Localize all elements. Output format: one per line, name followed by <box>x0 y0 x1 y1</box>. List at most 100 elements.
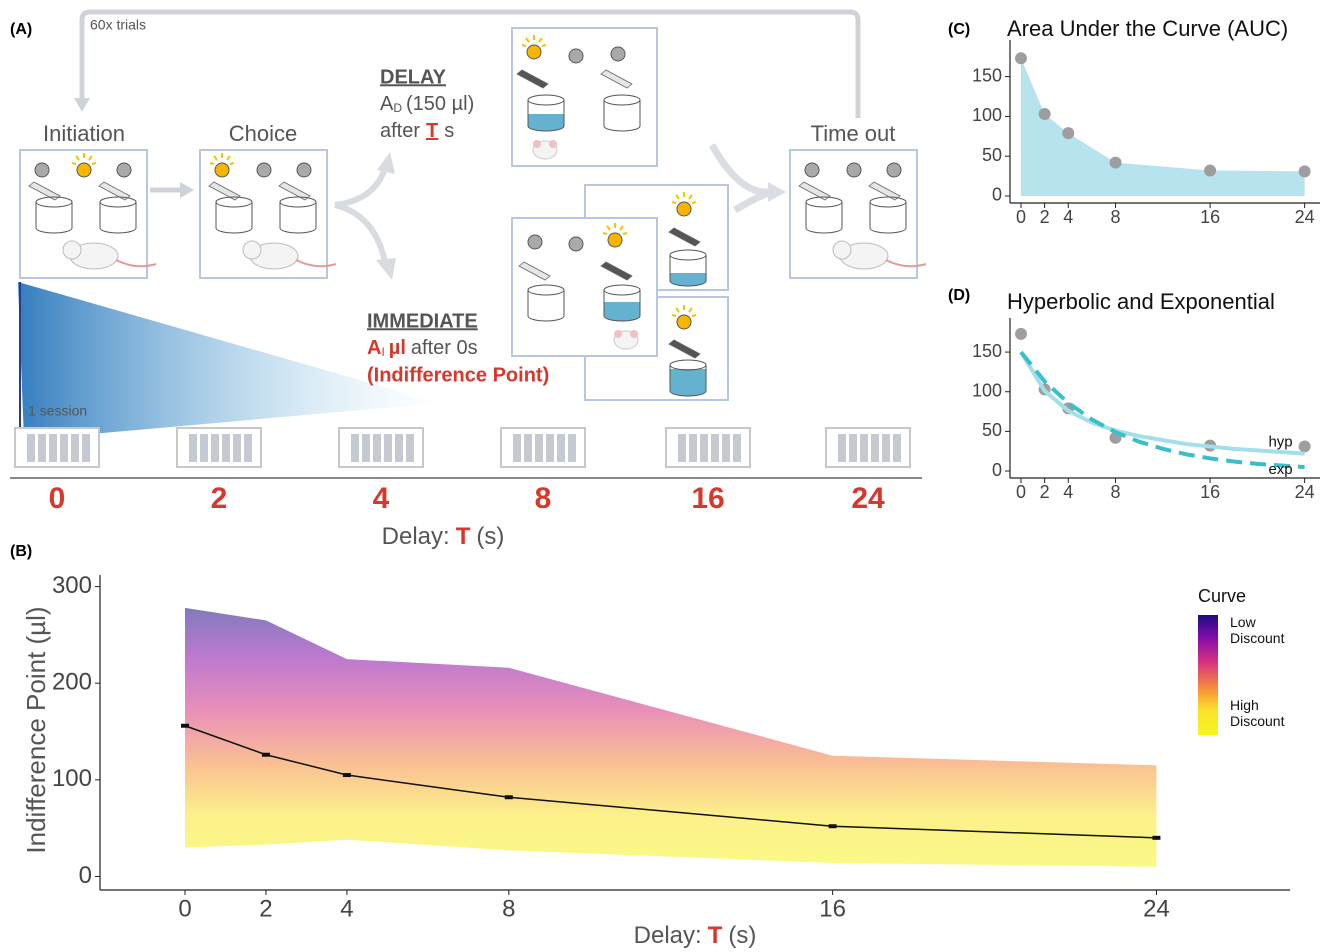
label: Choice <box>229 121 297 146</box>
rat-ear <box>630 330 638 338</box>
light <box>569 49 583 63</box>
trial-bar <box>535 434 543 462</box>
trial-bar <box>38 434 46 462</box>
light-ray <box>692 202 696 203</box>
point <box>1062 127 1074 139</box>
mean-point <box>829 824 837 828</box>
label: (Indifference Point) <box>367 364 549 386</box>
text-part: A <box>380 93 394 115</box>
trial-bar <box>200 434 208 462</box>
legend-label: Low Discount <box>1230 614 1310 646</box>
light <box>527 45 541 59</box>
light <box>257 163 271 177</box>
delay-value: 24 <box>851 482 885 515</box>
y-tick-label: 200 <box>52 669 92 696</box>
trial-bar <box>882 434 890 462</box>
label: Initiation <box>43 121 125 146</box>
light-ray <box>522 45 526 46</box>
x-tick-label: 8 <box>502 895 515 922</box>
y-axis-title: Indifference Point (µl) <box>21 606 51 853</box>
label: 60x trials <box>90 17 146 33</box>
x-tick-label: 0 <box>1016 482 1026 502</box>
mean-point <box>262 753 270 757</box>
trial-bar <box>871 434 879 462</box>
x-tick-label: 16 <box>1200 207 1220 227</box>
trial-bar <box>722 434 730 462</box>
light <box>297 163 311 177</box>
mean-point <box>343 773 351 777</box>
text-part: µl <box>389 337 406 359</box>
rat-ear <box>549 140 557 148</box>
rat-ear <box>614 330 622 338</box>
text-part: T <box>426 120 438 142</box>
trial-bar <box>678 434 686 462</box>
chart-title: Hyperbolic and Exponential <box>1007 289 1275 314</box>
y-tick-label: 100 <box>972 105 1002 125</box>
point <box>1110 157 1122 169</box>
light-ray <box>72 163 76 164</box>
trial-bar <box>384 434 392 462</box>
light-ray <box>692 315 696 316</box>
trial-bar <box>513 434 521 462</box>
point <box>1015 328 1027 340</box>
y-tick-label: 150 <box>972 65 1002 85</box>
water <box>604 302 640 321</box>
axis-title: Delay:T(s) <box>382 523 505 550</box>
trial-bar <box>733 434 741 462</box>
rat-ear <box>533 140 541 148</box>
arrow-head <box>768 182 786 202</box>
x-tick-label: 2 <box>1040 207 1050 227</box>
x-tick-label: 24 <box>1295 207 1315 227</box>
text-part: (s) <box>728 922 756 949</box>
trial-bar <box>711 434 719 462</box>
figure: (A)60x trialsInitiationChoiceTime outDEL… <box>0 0 1338 952</box>
trial-bar <box>557 434 565 462</box>
point <box>1204 165 1216 177</box>
light <box>117 163 131 177</box>
rat-head <box>63 241 81 259</box>
light <box>77 163 91 177</box>
chart-title: Area Under the Curve (AUC) <box>1007 16 1288 41</box>
text-part: Delay: <box>382 523 450 550</box>
trial-bar <box>406 434 414 462</box>
light-ray <box>92 163 96 164</box>
trial-bar <box>546 434 554 462</box>
light-ray <box>603 233 607 234</box>
y-tick-label: 0 <box>992 185 1002 205</box>
y-tick-label: 50 <box>982 145 1002 165</box>
trial-bar <box>373 434 381 462</box>
light <box>805 163 819 177</box>
x-tick-label: 8 <box>1111 482 1121 502</box>
trial-bar <box>189 434 197 462</box>
x-tick-label: 2 <box>1040 482 1050 502</box>
light <box>528 235 542 249</box>
delay-value: 8 <box>535 482 552 515</box>
legend-label: exp <box>1268 461 1292 478</box>
light-ray <box>542 45 546 46</box>
x-axis-title: Delay:T(s) <box>634 922 757 949</box>
light <box>847 163 861 177</box>
point <box>1299 165 1311 177</box>
trial-bar <box>849 434 857 462</box>
delay-time: afterTs <box>380 120 454 142</box>
water <box>670 273 706 286</box>
light-ray <box>672 315 676 316</box>
light <box>215 163 229 177</box>
x-tick-label: 4 <box>340 895 353 922</box>
light-ray <box>672 202 676 203</box>
auc-area <box>1021 58 1305 196</box>
point <box>1039 108 1051 120</box>
trial-bar <box>49 434 57 462</box>
light-ray <box>623 233 627 234</box>
light-ray <box>230 163 234 164</box>
trial-bar <box>838 434 846 462</box>
text-part: (150 µl) <box>406 93 474 115</box>
trial-bar <box>233 434 241 462</box>
trial-bar <box>568 434 576 462</box>
panel-label: (B) <box>10 543 32 560</box>
x-tick-label: 8 <box>1111 207 1121 227</box>
text-part: I <box>381 345 384 359</box>
light <box>611 47 625 61</box>
trial-bar <box>211 434 219 462</box>
